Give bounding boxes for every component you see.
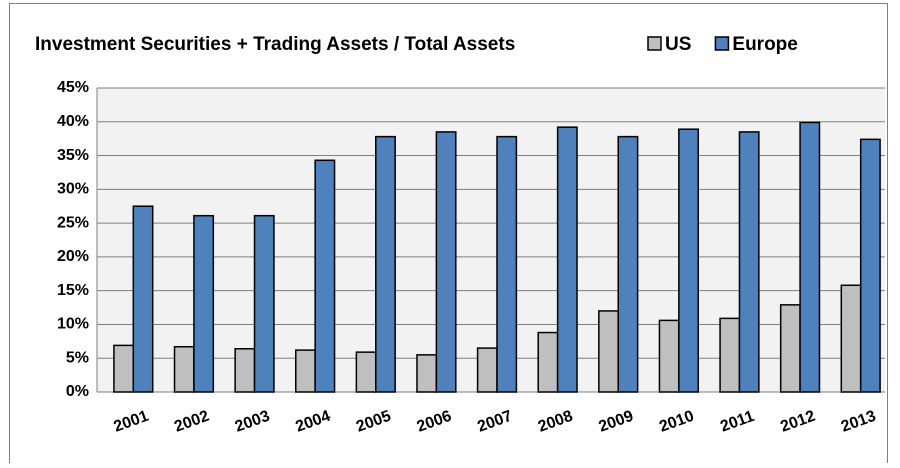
bar (253, 214, 275, 393)
bar (113, 344, 135, 393)
bar (355, 351, 377, 393)
y-tick-label: 20% (57, 248, 89, 265)
bar (799, 121, 821, 393)
y-tick-label: 10% (57, 316, 89, 333)
bar (556, 126, 578, 393)
bar (779, 304, 801, 393)
bar (476, 347, 498, 393)
bar (719, 317, 741, 393)
bar (738, 131, 760, 393)
bar (617, 135, 639, 393)
y-tick-label: 45% (57, 79, 89, 96)
bar (435, 131, 457, 393)
bar (658, 319, 680, 393)
legend-label: US (665, 34, 691, 55)
y-tick-label: 5% (66, 349, 89, 366)
y-tick-label: 0% (66, 383, 89, 400)
bar (678, 128, 699, 393)
bar (295, 349, 316, 393)
bar (314, 159, 336, 393)
bar (375, 135, 396, 393)
bar (859, 138, 881, 393)
bar (840, 284, 862, 393)
y-tick-label: 25% (57, 214, 89, 231)
y-tick-label: 40% (57, 113, 89, 130)
chart-title: Investment Securities + Trading Assets /… (35, 34, 515, 55)
y-tick-label: 15% (57, 282, 89, 299)
bar (537, 331, 559, 393)
legend-swatch (647, 36, 662, 51)
bar (234, 348, 256, 393)
plot-area (97, 88, 885, 392)
bar (598, 310, 619, 393)
bar (132, 205, 154, 393)
y-tick-label: 35% (57, 147, 89, 164)
y-tick-label: 30% (57, 181, 89, 198)
legend-label: Europe (732, 34, 797, 55)
bar (173, 345, 195, 393)
bar (193, 214, 215, 393)
bar (496, 135, 518, 393)
bar (416, 354, 438, 393)
legend-swatch (714, 36, 730, 51)
